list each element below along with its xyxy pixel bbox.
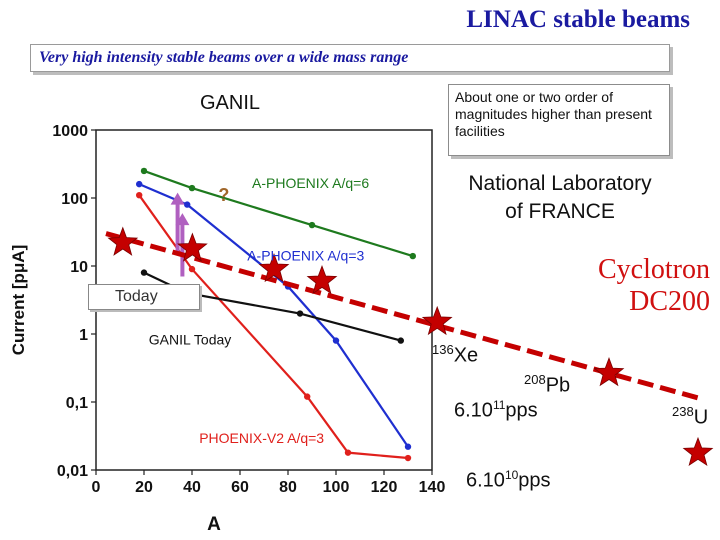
data-point-blue bbox=[332, 337, 340, 344]
series-label: A-PHOENIX A/q=6 bbox=[252, 175, 369, 191]
cyclotron-line-2: DC200 bbox=[629, 286, 710, 317]
national-lab-text: National Laboratory of FRANCE bbox=[440, 170, 680, 226]
slide-title: LINAC stable beams bbox=[466, 6, 690, 33]
x-tick-label: 0 bbox=[92, 479, 101, 496]
ganil-label: GANIL bbox=[200, 92, 261, 114]
x-tick-label: 60 bbox=[231, 479, 249, 496]
data-point-black bbox=[140, 269, 148, 276]
y-tick-label: 1000 bbox=[52, 123, 88, 140]
data-point-blue bbox=[404, 443, 412, 450]
x-tick-label: 80 bbox=[279, 479, 297, 496]
data-point-red bbox=[404, 454, 412, 462]
y-tick-label: 10 bbox=[70, 259, 88, 276]
ion-mass: 208 bbox=[524, 372, 546, 387]
data-point-blue bbox=[184, 201, 191, 208]
y-tick-label: 100 bbox=[61, 191, 88, 208]
data-point-red bbox=[188, 265, 196, 273]
ion-mass: 136 bbox=[432, 342, 454, 357]
star-marker bbox=[258, 252, 290, 283]
ion-symbol: U bbox=[693, 406, 709, 429]
star-marker bbox=[177, 232, 208, 262]
data-point-green bbox=[409, 252, 416, 260]
star-marker bbox=[107, 226, 139, 256]
data-point-black bbox=[296, 310, 304, 317]
x-tick-label: 20 bbox=[135, 479, 153, 496]
arrow-head bbox=[170, 192, 185, 205]
y-tick-label: 1 bbox=[79, 327, 88, 344]
x-tick-label: 100 bbox=[323, 479, 350, 496]
x-tick-label: 140 bbox=[419, 479, 446, 496]
data-point-red bbox=[304, 393, 311, 400]
rate-label-1: 6.1011pps bbox=[454, 398, 538, 423]
x-axis-label: A bbox=[207, 514, 221, 535]
rate-exponent: 10 bbox=[504, 468, 519, 482]
chart-labels: A-PHOENIX A/q=6 A-PHOENIX A/q=3 GANIL Toda… bbox=[149, 175, 370, 446]
today-box: Today bbox=[88, 284, 200, 310]
about-box: About one or two order of magnitudes hig… bbox=[448, 84, 670, 156]
series-label: GANIL Today bbox=[149, 332, 232, 348]
series-line-green bbox=[143, 169, 414, 258]
cyclotron-line-1: Cyclotron bbox=[598, 254, 710, 285]
chart-overlays bbox=[105, 192, 714, 467]
ion-label-xe: 136Xe bbox=[432, 342, 478, 368]
star-marker-pb bbox=[593, 357, 625, 387]
national-lab-line-2: of FRANCE bbox=[505, 200, 615, 223]
star-marker-u bbox=[682, 436, 714, 467]
data-point-red bbox=[136, 191, 143, 199]
rate-mantissa: 6.10 bbox=[454, 399, 493, 422]
y-tick-label: 0,1 bbox=[66, 395, 88, 412]
rate-mantissa: 6.10 bbox=[466, 469, 505, 492]
data-point-blue bbox=[136, 180, 143, 188]
ion-label-u: 238U bbox=[672, 404, 708, 430]
arrow-head bbox=[175, 213, 190, 226]
rate-label-2: 6.1010pps bbox=[466, 468, 551, 493]
x-tick-label: 120 bbox=[371, 479, 398, 496]
national-lab-line-1: National Laboratory bbox=[468, 172, 652, 195]
y-tick-label: 0,01 bbox=[57, 463, 88, 480]
ion-label-pb: 208Pb bbox=[524, 372, 570, 398]
y-axis-label: Current [pμA] bbox=[9, 245, 28, 356]
x-tick-label: 40 bbox=[183, 479, 201, 496]
series-label: A-PHOENIX A/q=3 bbox=[247, 248, 364, 264]
data-point-black bbox=[397, 337, 404, 344]
cyclotron-text: Cyclotron DC200 bbox=[520, 254, 710, 318]
series-line-black bbox=[143, 271, 402, 342]
star-marker bbox=[306, 264, 338, 295]
rate-unit: pps bbox=[505, 399, 538, 422]
star-marker bbox=[421, 305, 453, 336]
rate-unit: pps bbox=[518, 469, 551, 492]
ion-mass: 238 bbox=[672, 404, 694, 419]
ion-symbol: Pb bbox=[545, 374, 571, 397]
data-point-red bbox=[344, 449, 352, 456]
question-mark: ? bbox=[218, 185, 229, 205]
data-point-green bbox=[308, 221, 316, 229]
rate-exponent: 11 bbox=[492, 398, 506, 412]
data-point-green bbox=[188, 184, 196, 192]
series-label: PHOENIX-V2 A/q=3 bbox=[199, 430, 324, 446]
ion-symbol: Xe bbox=[453, 344, 479, 367]
data-point-green bbox=[140, 167, 148, 175]
subtitle-box: Very high intensity stable beams over a … bbox=[30, 44, 670, 72]
